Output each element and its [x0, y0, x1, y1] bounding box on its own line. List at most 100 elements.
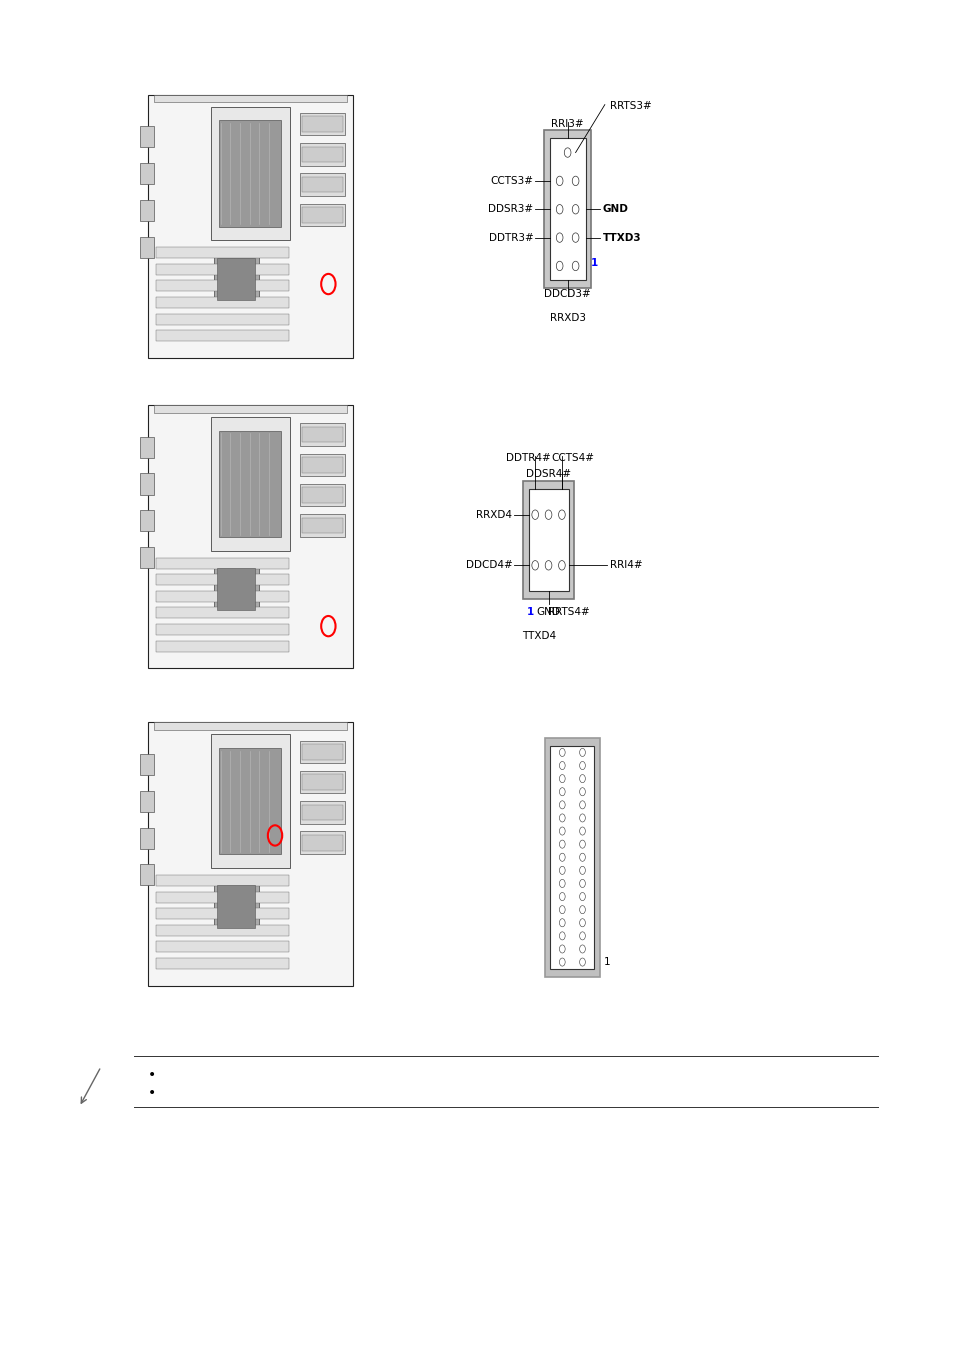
Text: CCTS4#: CCTS4#	[551, 454, 594, 463]
Circle shape	[558, 748, 564, 756]
Bar	[139, 828, 153, 849]
Bar	[543, 131, 591, 289]
Bar	[139, 791, 153, 811]
Circle shape	[579, 892, 585, 900]
Text: CCTS3#: CCTS3#	[490, 176, 533, 186]
Circle shape	[558, 892, 564, 900]
Circle shape	[558, 510, 564, 520]
Circle shape	[558, 879, 564, 887]
Text: DDTR3#: DDTR3#	[488, 232, 533, 243]
Circle shape	[556, 232, 562, 242]
Bar	[156, 558, 289, 568]
Bar	[219, 431, 281, 537]
Circle shape	[558, 919, 564, 927]
Text: DDCD3#: DDCD3#	[543, 289, 591, 300]
Bar	[139, 163, 153, 184]
Circle shape	[558, 945, 564, 953]
Bar	[156, 263, 289, 275]
Circle shape	[558, 906, 564, 914]
Text: RRXD4: RRXD4	[476, 510, 512, 520]
Text: DDSR3#: DDSR3#	[488, 204, 533, 215]
Bar	[301, 487, 342, 504]
Circle shape	[579, 853, 585, 861]
Text: RRTS3#: RRTS3#	[609, 101, 651, 111]
Bar	[156, 925, 289, 936]
Bar	[219, 748, 281, 855]
Bar	[299, 204, 344, 227]
Bar	[156, 331, 289, 342]
Circle shape	[558, 867, 564, 875]
Bar	[156, 909, 289, 919]
Circle shape	[558, 775, 564, 783]
Bar	[156, 891, 289, 903]
Bar	[299, 771, 344, 794]
Bar	[139, 510, 153, 532]
Bar	[156, 313, 289, 324]
Text: RRXD3: RRXD3	[549, 313, 585, 324]
Text: RRI3#: RRI3#	[551, 120, 583, 130]
Bar	[299, 514, 344, 537]
Bar	[139, 474, 153, 494]
Bar	[522, 482, 574, 599]
Bar	[301, 427, 342, 443]
Circle shape	[556, 262, 562, 271]
Circle shape	[579, 801, 585, 809]
Bar	[156, 297, 289, 308]
Circle shape	[558, 801, 564, 809]
Text: RRTS4#: RRTS4#	[547, 608, 589, 617]
Bar	[299, 832, 344, 855]
Circle shape	[572, 232, 578, 242]
Circle shape	[579, 775, 585, 783]
Text: 1: 1	[526, 608, 534, 617]
Circle shape	[558, 958, 564, 967]
Circle shape	[558, 787, 564, 795]
Bar	[213, 111, 287, 236]
Bar	[549, 139, 585, 281]
Bar	[156, 624, 289, 634]
Bar	[153, 722, 347, 730]
Circle shape	[558, 853, 564, 861]
Circle shape	[579, 867, 585, 875]
Circle shape	[572, 262, 578, 271]
Circle shape	[579, 787, 585, 795]
Circle shape	[558, 840, 564, 848]
Circle shape	[544, 510, 551, 520]
Bar	[139, 436, 153, 458]
Text: TTXD3: TTXD3	[602, 232, 640, 243]
Bar	[528, 490, 568, 591]
Bar	[299, 173, 344, 196]
Bar	[213, 252, 258, 305]
Bar	[301, 834, 342, 850]
Circle shape	[544, 560, 551, 570]
Circle shape	[558, 931, 564, 940]
Circle shape	[558, 560, 564, 570]
Circle shape	[579, 814, 585, 822]
Circle shape	[556, 177, 562, 186]
Bar	[211, 107, 290, 240]
Bar	[148, 722, 353, 986]
Bar	[217, 886, 254, 927]
Circle shape	[556, 205, 562, 213]
Circle shape	[572, 205, 578, 213]
Text: DDSR4#: DDSR4#	[525, 470, 571, 479]
Bar	[213, 738, 287, 864]
Circle shape	[579, 919, 585, 927]
Bar	[301, 517, 342, 533]
Bar	[156, 608, 289, 618]
Bar	[301, 177, 342, 193]
Bar	[156, 574, 289, 586]
Bar	[299, 113, 344, 135]
Bar	[299, 483, 344, 506]
Bar	[301, 458, 342, 472]
Bar	[153, 405, 347, 413]
Bar	[139, 236, 153, 258]
Circle shape	[558, 761, 564, 770]
Text: TTXD4: TTXD4	[521, 632, 556, 641]
Bar	[299, 424, 344, 446]
Bar	[211, 734, 290, 868]
Text: DDCD4#: DDCD4#	[465, 560, 512, 570]
Circle shape	[531, 510, 537, 520]
Circle shape	[579, 958, 585, 967]
Circle shape	[531, 560, 537, 570]
Bar	[156, 247, 289, 258]
